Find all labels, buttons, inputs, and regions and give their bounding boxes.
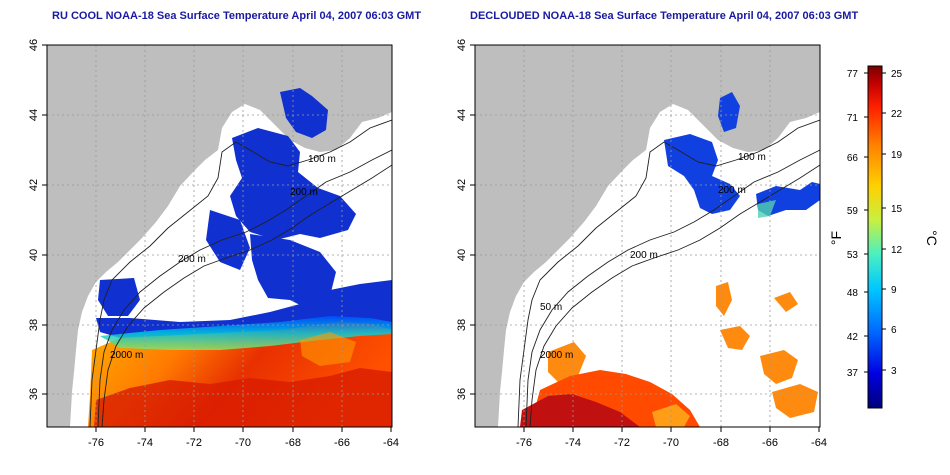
celsius-tick-label: 22 [891, 109, 903, 120]
left-y-tick-label: 46 [28, 39, 40, 51]
right-contour-label-200m-a: 200 m [718, 185, 746, 196]
left-warm-core [94, 368, 392, 427]
fahrenheit-tick-label: 66 [847, 153, 859, 164]
right-contour-label-50m: 50 m [540, 302, 562, 313]
right-nova-scotia [728, 70, 820, 128]
celsius-tick-label: 6 [891, 325, 897, 336]
right-y-tick-label: 42 [456, 179, 468, 191]
right-cool-patch [758, 200, 776, 218]
right-y-tick-label: 44 [456, 109, 468, 121]
left-x-tick-label: -66 [334, 437, 350, 449]
left-y-tick-label: 40 [28, 249, 40, 261]
left-y-tick-label: 44 [28, 109, 40, 121]
right-y-tick-label: 46 [456, 39, 468, 51]
left-x-tick-label: -64 [383, 437, 399, 449]
colorbar-gradient [867, 65, 883, 409]
colorbar: 77 71 66 59 53 48 42 37 25 22 19 15 12 9… [828, 65, 940, 409]
fahrenheit-tick-label: 59 [847, 206, 859, 217]
left-contour-label-100m: 100 m [308, 154, 336, 165]
left-contours [89, 119, 392, 427]
left-x-tick-label: -74 [137, 437, 153, 449]
celsius-tick-label: 19 [891, 150, 903, 161]
left-graticule [47, 45, 392, 427]
left-x-tick-label: -72 [186, 437, 202, 449]
left-x-tick-label: -70 [235, 437, 251, 449]
left-y-tick-label: 36 [28, 388, 40, 400]
right-x-tick-label: -68 [713, 437, 729, 449]
fahrenheit-tick-label: 42 [847, 332, 859, 343]
right-map-title: DECLOUDED NOAA-18 Sea Surface Temperatur… [470, 10, 859, 22]
fahrenheit-tick-label: 48 [847, 288, 859, 299]
left-contour-label-2000m: 2000 m [110, 350, 143, 361]
right-x-tick-label: -66 [762, 437, 778, 449]
right-contour-label-100m: 100 m [738, 152, 766, 163]
right-contour-label-200m-b: 200 m [630, 250, 658, 261]
celsius-tick-label: 15 [891, 204, 903, 215]
left-y-tick-label: 38 [28, 319, 40, 331]
fahrenheit-tick-label: 37 [847, 368, 859, 379]
right-contour-label-2000m: 2000 m [540, 350, 573, 361]
right-warm-core [520, 394, 640, 427]
left-contour-label-200m-a: 200 m [290, 187, 318, 198]
left-x-tick-label: -76 [88, 437, 104, 449]
right-x-tick-label: -72 [614, 437, 630, 449]
left-x-tick-label: -68 [285, 437, 301, 449]
fahrenheit-tick-label: 53 [847, 250, 859, 261]
right-x-tick-label: -64 [811, 437, 827, 449]
right-y-tick-label: 38 [456, 319, 468, 331]
fahrenheit-unit-label: °F [828, 231, 844, 245]
right-x-tick-label: -70 [663, 437, 679, 449]
right-y-tick-label: 40 [456, 249, 468, 261]
right-graticule [475, 45, 820, 427]
right-map: 100 m 200 m 200 m 50 m 2000 m [475, 45, 820, 427]
axis-ticks [42, 44, 820, 432]
celsius-tick-label: 9 [891, 285, 897, 296]
right-map-frame [474, 44, 821, 428]
left-land [47, 45, 392, 427]
right-warm-patches [548, 282, 818, 418]
fahrenheit-tick-label: 77 [847, 69, 859, 80]
celsius-tick-label: 25 [891, 69, 903, 80]
right-x-tick-label: -74 [565, 437, 581, 449]
right-contours [517, 119, 820, 427]
right-x-tick-label: -76 [516, 437, 532, 449]
left-map-frame [46, 44, 393, 428]
left-map-title: RU COOL NOAA-18 Sea Surface Temperature … [52, 10, 422, 22]
left-thermal-front [100, 316, 392, 350]
fahrenheit-tick-label: 71 [847, 113, 859, 124]
celsius-unit-label: °C [924, 230, 940, 246]
celsius-tick-label: 12 [891, 245, 903, 256]
celsius-tick-label: 3 [891, 366, 897, 377]
right-land [475, 45, 820, 427]
left-y-tick-label: 42 [28, 179, 40, 191]
right-y-tick-label: 36 [456, 388, 468, 400]
left-contour-label-200m-b: 200 m [178, 254, 206, 265]
left-map: 100 m 200 m 200 m 2000 m [47, 45, 392, 427]
